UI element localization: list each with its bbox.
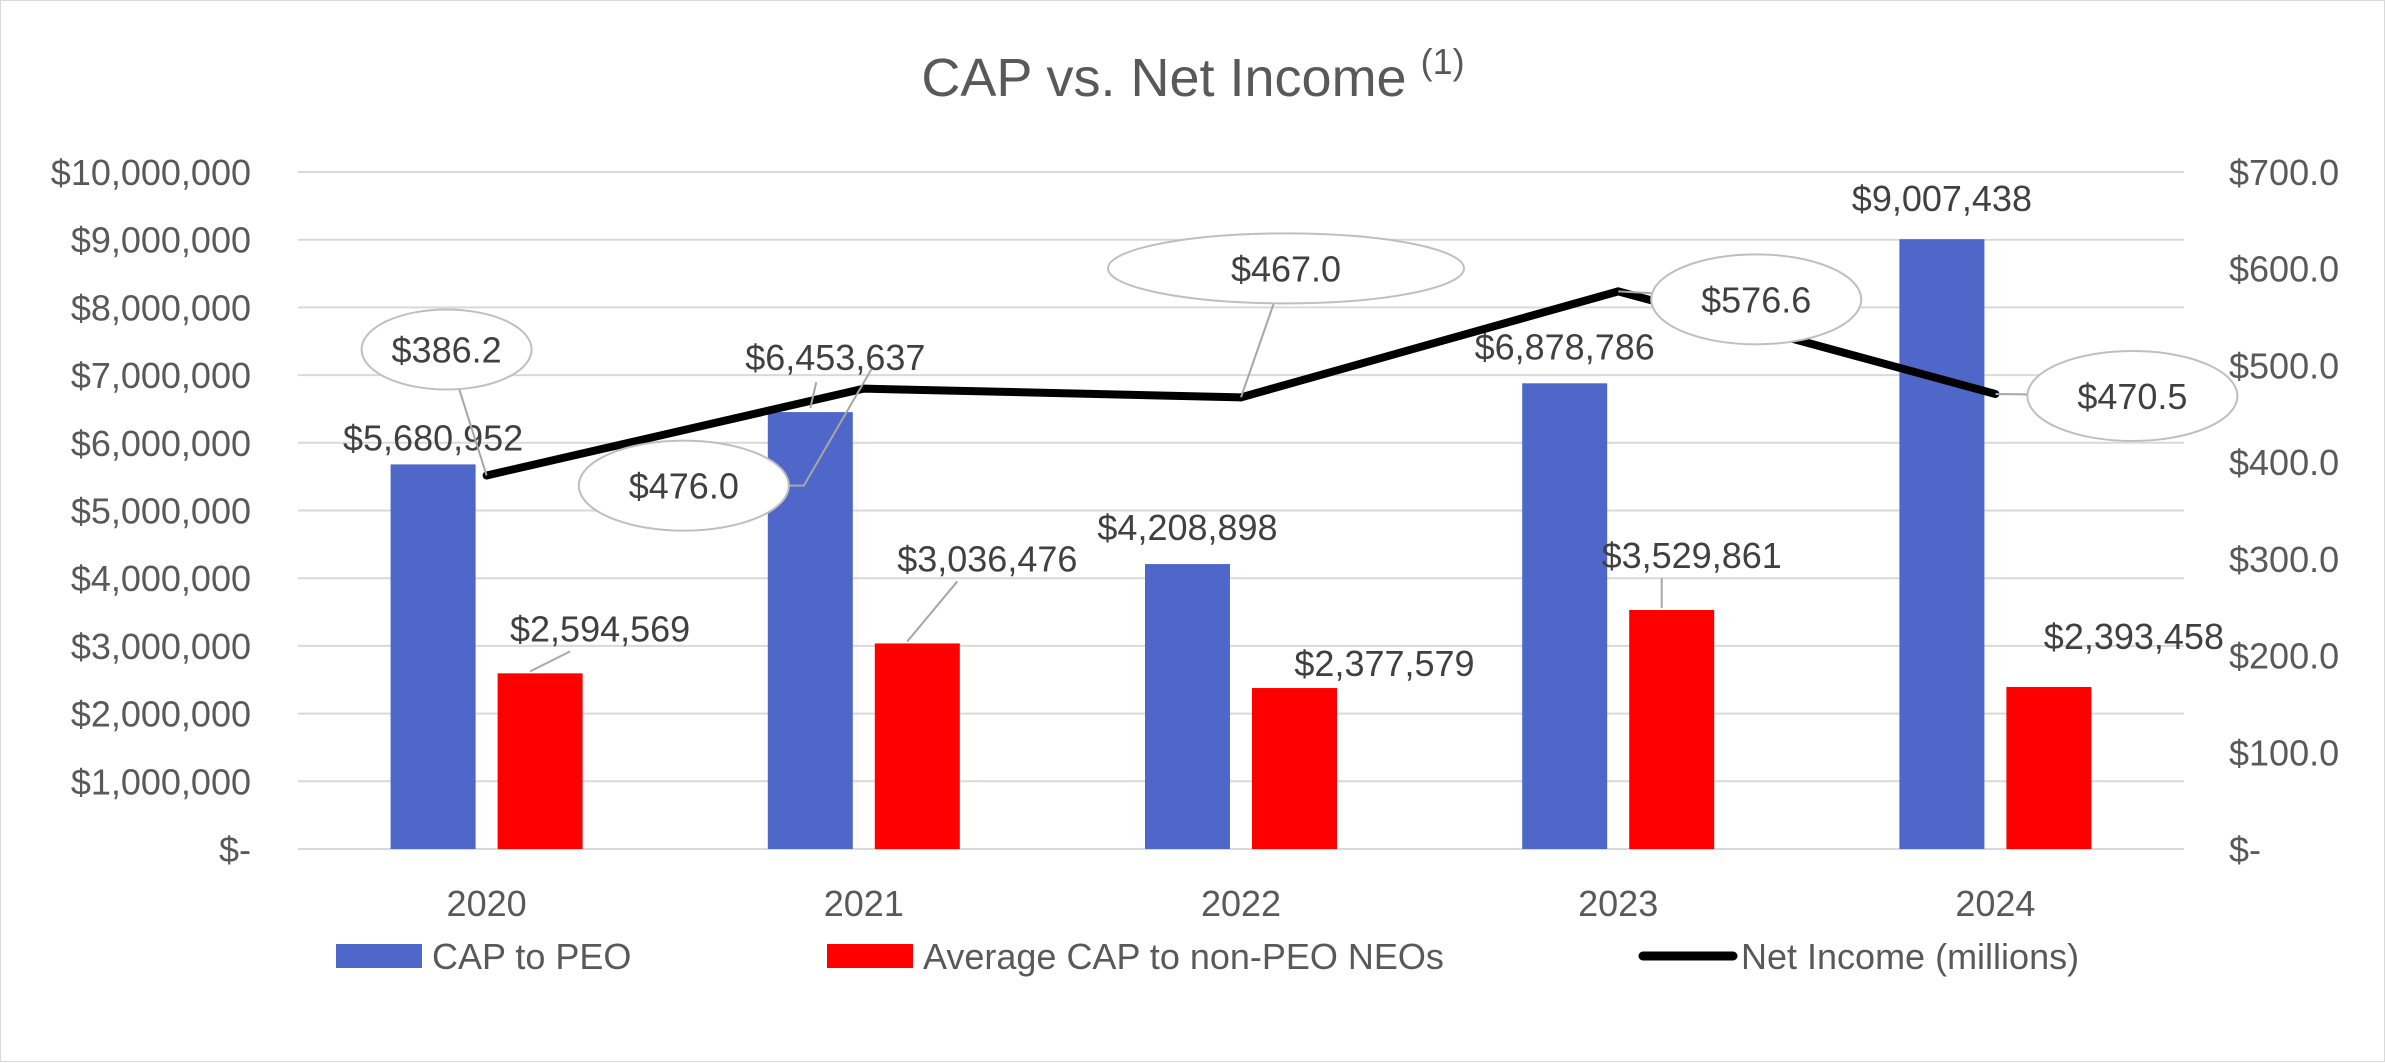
right-y-axis: $- $100.0 $200.0 $300.0 $400.0 $500.0 $600.0 $7…	[2229, 152, 2339, 870]
left-axis-tick-label: $1,000,000	[71, 761, 251, 802]
cap-to-peo-data-label: $5,680,952	[343, 417, 523, 458]
right-axis-tick-label: $-	[2229, 829, 2261, 870]
right-axis-tick-label: $200.0	[2229, 636, 2339, 677]
x-axis-tick-label: 2021	[824, 883, 904, 924]
x-axis-tick-label: 2023	[1578, 883, 1658, 924]
left-axis-tick-label: $10,000,000	[51, 152, 251, 193]
right-axis-tick-label: $500.0	[2229, 345, 2339, 386]
left-y-axis: $- $1,000,000 $2,000,000 $3,000,000 $4,000,0…	[51, 152, 251, 870]
bar-cap-to-peo	[390, 464, 476, 849]
average-cap-non-peo-data-label: $2,594,569	[510, 608, 690, 649]
x-axis-tick-label: 2022	[1201, 883, 1281, 924]
data-labels: $5,680,952 $6,453,637 $4,208,898 $6,878,786…	[343, 178, 2239, 684]
data-label-leader	[906, 580, 959, 643]
net-income-callout	[1107, 232, 1465, 305]
legend: CAP to PEO Average CAP to non-PEO NEOs Net…	[336, 936, 2079, 977]
chart-title-superscript: (1)	[1421, 41, 1465, 82]
chart-title-main: CAP vs. Net Income	[921, 48, 1406, 108]
cap-to-peo-data-label: $6,453,637	[745, 337, 925, 378]
left-axis-tick-label: $5,000,000	[71, 491, 251, 532]
x-axis-tick-label: 2024	[1955, 883, 2035, 924]
left-axis-tick-label: $-	[219, 829, 251, 870]
legend-swatch-cap-to-peo	[336, 944, 422, 968]
bar-cap-to-peo	[1522, 383, 1608, 849]
chart-title: CAP vs. Net Income (1)	[921, 41, 1464, 108]
data-label-leader	[529, 650, 571, 673]
average-cap-non-peo-data-label: $3,529,861	[1602, 535, 1782, 576]
net-income-data-label: $476.0	[629, 466, 739, 507]
left-axis-tick-label: $2,000,000	[71, 694, 251, 735]
average-cap-non-peo-data-label: $2,393,458	[2044, 616, 2224, 657]
right-axis-tick-label: $100.0	[2229, 732, 2339, 773]
average-cap-non-peo-data-label: $2,377,579	[1294, 643, 1474, 684]
net-income-label-leader	[788, 368, 873, 487]
right-axis-tick-label: $400.0	[2229, 442, 2339, 483]
legend-swatch-average-cap-non-peo	[827, 944, 913, 968]
bar-average-cap-non-peo	[1629, 610, 1715, 849]
left-axis-tick-label: $6,000,000	[71, 423, 251, 464]
cap-to-peo-data-label: $6,878,786	[1475, 326, 1655, 367]
bar-cap-to-peo	[1899, 239, 1985, 850]
left-axis-tick-label: $4,000,000	[71, 558, 251, 599]
legend-label-cap-to-peo: CAP to PEO	[432, 936, 631, 977]
net-income-data-label: $467.0	[1231, 248, 1341, 289]
data-label-leader	[809, 381, 818, 409]
net-income-data-label: $576.6	[1701, 279, 1811, 320]
net-income-callout	[577, 439, 790, 532]
bar-average-cap-non-peo	[1252, 688, 1337, 849]
right-axis-tick-label: $600.0	[2229, 249, 2339, 290]
cap-to-peo-data-label: $9,007,438	[1852, 178, 2032, 219]
x-axis-tick-label: 2020	[447, 883, 527, 924]
average-cap-non-peo-data-label: $3,036,476	[897, 538, 1077, 579]
net-income-data-label: $470.5	[2077, 376, 2187, 417]
left-axis-tick-label: $7,000,000	[71, 355, 251, 396]
bars	[390, 239, 2092, 850]
right-axis-tick-label: $300.0	[2229, 539, 2339, 580]
bar-average-cap-non-peo	[497, 673, 583, 849]
bar-cap-to-peo	[1145, 564, 1230, 849]
net-income-data-label: $386.2	[392, 329, 502, 370]
left-axis-tick-label: $9,000,000	[71, 220, 251, 261]
legend-label-net-income: Net Income (millions)	[1741, 936, 2079, 977]
right-axis-tick-label: $700.0	[2229, 152, 2339, 193]
net-income-callout	[360, 308, 533, 391]
cap-to-peo-data-label: $4,208,898	[1097, 507, 1277, 548]
net-income-callout	[2026, 349, 2239, 442]
legend-label-average-cap-non-peo: Average CAP to non-PEO NEOs	[923, 936, 1444, 977]
bar-average-cap-non-peo	[874, 643, 960, 849]
x-axis: 2020 2021 2022 2023 2024	[447, 883, 2036, 924]
bar-average-cap-non-peo	[2006, 686, 2092, 849]
left-axis-tick-label: $3,000,000	[71, 626, 251, 667]
left-axis-tick-label: $8,000,000	[71, 287, 251, 328]
net-income-callout	[1650, 253, 1863, 346]
